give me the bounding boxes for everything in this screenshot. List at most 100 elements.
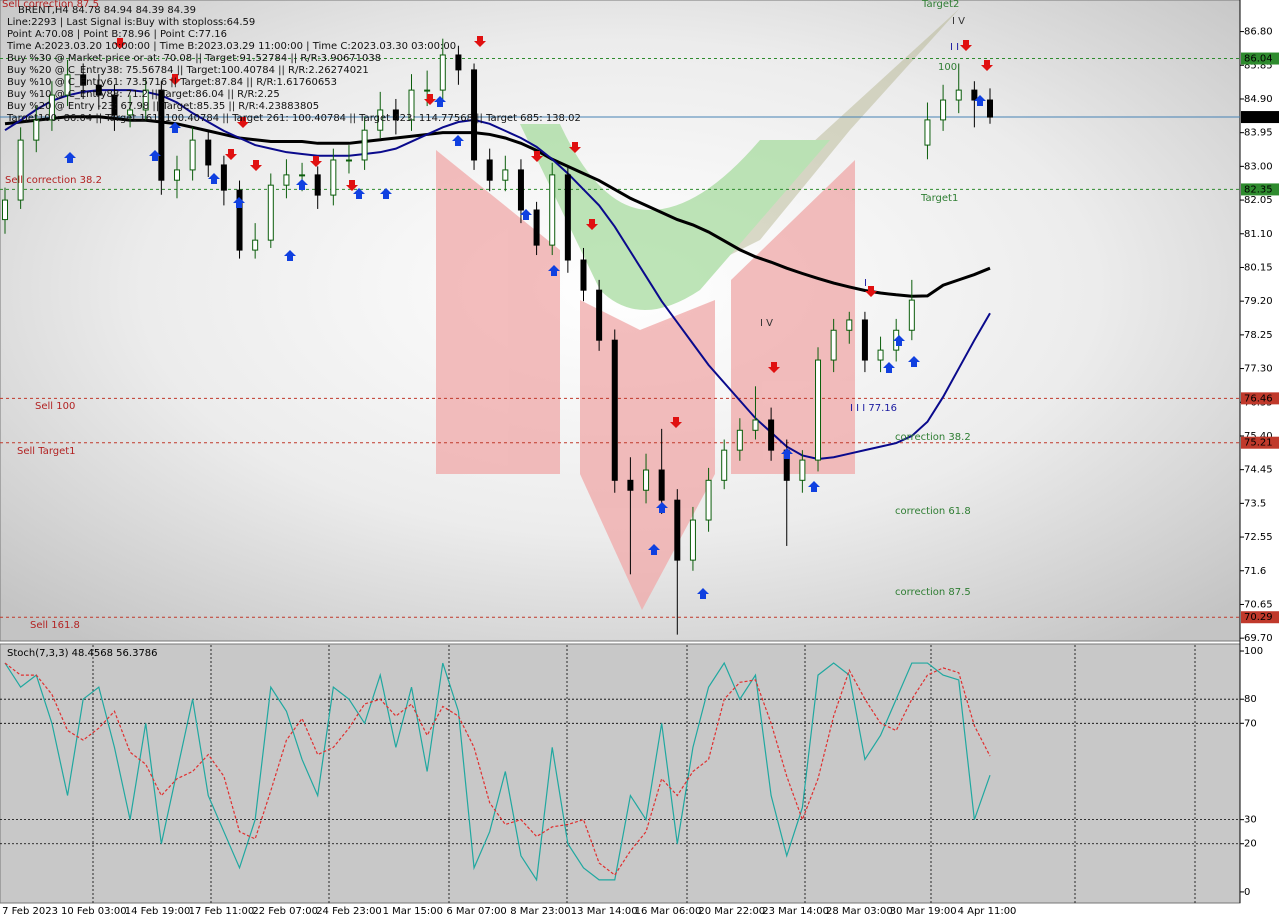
y-tick-label: 80.15	[1244, 262, 1273, 273]
annotation: Sell correction 87.5	[2, 0, 99, 10]
buy-arrow	[64, 152, 76, 163]
candle-body	[689, 519, 696, 561]
x-tick-label: 1 Mar 15:00	[383, 906, 443, 917]
buy-arrow	[656, 502, 668, 513]
candle-body	[768, 419, 775, 451]
annotation: I V	[952, 16, 965, 27]
buy-arrow	[208, 173, 220, 184]
annotation: 100	[938, 62, 957, 73]
candle-body	[736, 429, 743, 451]
candle-body	[173, 169, 180, 181]
buy-arrow	[353, 188, 365, 199]
candle-body	[455, 54, 462, 71]
candle-body	[17, 139, 24, 201]
buy-arrow	[974, 95, 986, 106]
price-label-bg	[1241, 111, 1279, 124]
info-line: Buy %10 @ C_Entry61: 73.5716 || Target:8…	[7, 77, 337, 88]
candle-body	[392, 109, 399, 121]
candle-body	[330, 159, 337, 196]
info-line: Target100: 86.04 || Target 161: 100.4078…	[6, 113, 581, 124]
y-tick-label: 72.55	[1244, 532, 1273, 543]
x-tick-label: 23 Mar 14:00	[762, 906, 829, 917]
sell-arrow	[670, 417, 682, 428]
sell-arrow	[310, 156, 322, 167]
x-tick-label: 28 Mar 03:00	[826, 906, 893, 917]
sell-arrow	[424, 94, 436, 105]
candle-body	[627, 479, 634, 491]
annotation: Sell Target1	[17, 446, 76, 457]
candle-body	[314, 174, 321, 196]
candle-body	[596, 289, 603, 341]
buy-arrow	[284, 250, 296, 261]
candle-body	[721, 449, 728, 481]
buy-arrow	[893, 335, 905, 346]
buy-arrow	[648, 544, 660, 555]
sell-arrow	[865, 286, 877, 297]
candle-body	[674, 499, 681, 561]
candle-body	[643, 469, 650, 491]
y-tick-label: 0	[1244, 887, 1250, 898]
price-label: 76.46	[1244, 393, 1273, 404]
candle-body	[658, 469, 665, 501]
x-tick-label: 6 Mar 07:00	[446, 906, 506, 917]
sell-arrow	[346, 180, 358, 191]
annotation: correction 38.2	[895, 432, 971, 443]
annotation: I I I 77.16	[850, 403, 897, 414]
candle-body	[158, 89, 165, 181]
candle-body	[471, 69, 478, 161]
y-tick-label: 81.10	[1244, 229, 1273, 240]
moving-average	[4, 115, 991, 298]
info-line: Buy %20 @ C_Entry38: 75.56784 || Target:…	[7, 65, 369, 76]
candle-body	[189, 139, 196, 171]
candle-body	[142, 89, 149, 111]
candle-body	[361, 129, 368, 161]
candle-body	[345, 159, 352, 162]
candle-body	[877, 349, 884, 361]
y-tick-label: 73.5	[1244, 498, 1266, 509]
price-label: 70.29	[1244, 612, 1273, 623]
candle-body	[95, 84, 102, 96]
annotation: I	[864, 278, 867, 289]
candle-body	[2, 199, 8, 221]
candle-body	[564, 174, 571, 261]
buy-arrow	[380, 188, 392, 199]
price-label-bg	[1241, 52, 1279, 65]
y-tick-label: 70.65	[1244, 599, 1273, 610]
x-tick-label: 16 Mar 06:00	[635, 906, 702, 917]
x-tick-label: 30 Mar 19:00	[890, 906, 957, 917]
x-tick-label: 8 Mar 23:00	[510, 906, 570, 917]
candle-body	[127, 109, 134, 116]
y-tick-label: 83.95	[1244, 128, 1273, 139]
y-tick-label: 100	[1244, 646, 1263, 657]
info-line: Line:2293 | Last Signal is:Buy with stop…	[7, 17, 255, 28]
sell-arrow	[531, 151, 543, 162]
candle-body	[971, 89, 978, 101]
candle-body	[439, 54, 446, 91]
candle-body	[33, 119, 40, 141]
candle-body	[955, 89, 962, 101]
candle-body	[252, 239, 259, 251]
info-line: Buy %30 @ Market price or at: 70.08 || T…	[7, 53, 381, 64]
sell-arrow	[169, 74, 181, 85]
x-tick-label: 24 Feb 23:00	[316, 906, 382, 917]
stoch-line	[4, 661, 991, 882]
stoch-panel-bg	[0, 644, 1240, 903]
candle-body	[861, 319, 868, 361]
x-tick-label: 20 Mar 22:00	[698, 906, 765, 917]
candle-body	[267, 184, 274, 241]
y-tick-label: 79.20	[1244, 296, 1273, 307]
buy-arrow	[452, 135, 464, 146]
candle-body	[220, 164, 227, 191]
candle-body	[299, 174, 306, 177]
info-line: Time A:2023.03.20 10:00:00 | Time B:2023…	[6, 41, 456, 52]
buy-arrow	[697, 588, 709, 599]
info-line: Point A:70.08 | Point B:78.96 | Point C:…	[7, 29, 227, 40]
price-label: 86.04	[1244, 54, 1273, 65]
buy-arrow	[434, 96, 446, 107]
price-label: 84.39	[1244, 112, 1273, 123]
candle-body	[752, 419, 759, 431]
stoch-title: Stoch(7,3,3) 48.4568 56.3786	[7, 648, 158, 659]
candle-body	[987, 99, 993, 118]
candle-body	[111, 94, 118, 116]
x-tick-label: 7 Feb 2023	[2, 906, 58, 917]
